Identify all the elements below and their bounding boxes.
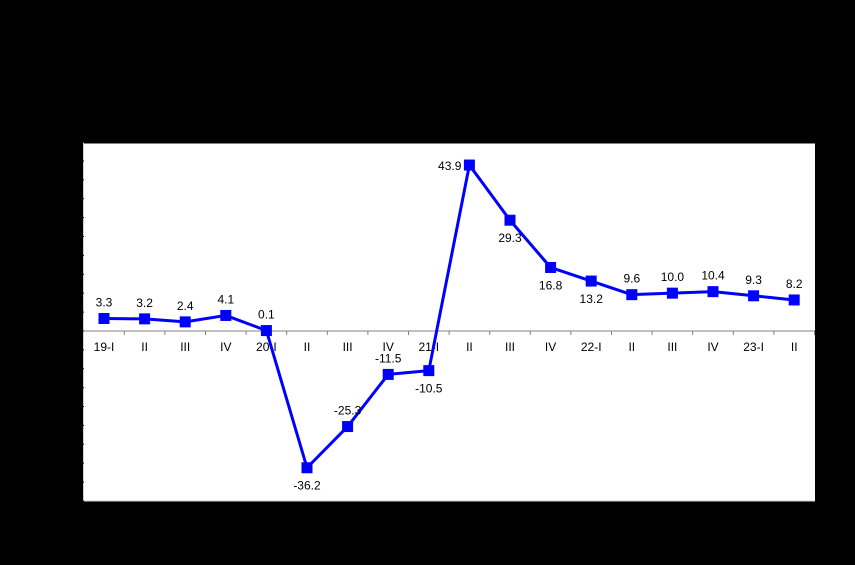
x-axis-labels: 19-I II III IV 20-I II III IV 21-I II III IV 22-I II I…: [94, 340, 798, 354]
data-point-marker: [382, 368, 394, 380]
data-point-marker: [98, 312, 110, 324]
x-tick-label: III: [180, 340, 190, 354]
x-tick-label: III: [667, 340, 677, 354]
data-label: 13.2: [580, 292, 604, 306]
data-point-marker: [504, 214, 516, 226]
data-label: 3.3: [96, 295, 113, 309]
data-labels: 3.3 3.2 2.4 4.1 0.1 -36.2 -25.3 -11.5 -10.5 43.9 2…: [96, 159, 803, 493]
data-point-marker: [139, 313, 151, 325]
data-label: 2.4: [177, 299, 194, 313]
data-label: 16.8: [539, 278, 563, 292]
x-tick-label: III: [505, 340, 515, 354]
data-point-marker: [423, 365, 435, 377]
data-label: -10.5: [415, 382, 443, 396]
data-point-marker: [179, 316, 191, 328]
data-point-marker: [260, 325, 272, 337]
data-label: 4.1: [217, 292, 234, 306]
x-tick-label: III: [343, 340, 353, 354]
data-label: 3.2: [136, 296, 153, 310]
x-tick-label: IV: [707, 340, 718, 354]
data-label: 9.6: [623, 272, 640, 286]
data-point-marker: [463, 159, 475, 171]
data-label: 43.9: [438, 159, 462, 173]
x-tick-label: 21-I: [418, 340, 439, 354]
data-point-marker: [707, 286, 719, 298]
x-tick-label: IV: [545, 340, 556, 354]
plot-area: [84, 142, 815, 501]
series-markers: [98, 159, 800, 474]
y-axis-ticks: [80, 141, 84, 502]
x-tick-label: II: [141, 340, 148, 354]
data-label: -11.5: [375, 351, 402, 365]
data-point-marker: [585, 275, 597, 287]
data-point-marker: [626, 289, 638, 301]
x-tick-label: II: [466, 340, 473, 354]
data-point-marker: [301, 462, 313, 474]
x-tick-label: II: [791, 340, 798, 354]
x-tick-label: IV: [383, 340, 394, 354]
data-point-marker: [342, 421, 354, 433]
data-label: 9.3: [745, 273, 762, 287]
data-label: 29.3: [498, 231, 522, 245]
x-tick-label: 19-I: [94, 340, 115, 354]
data-label: 10.4: [701, 269, 725, 283]
data-label: -36.2: [293, 479, 321, 493]
x-tick-label: 22-I: [581, 340, 602, 354]
x-tick-label: II: [628, 340, 635, 354]
data-label: 8.2: [786, 277, 803, 291]
x-axis-ticks: [123, 330, 815, 335]
data-label: -25.3: [334, 404, 362, 418]
data-label: 10.0: [661, 270, 685, 284]
data-point-marker: [545, 261, 557, 273]
data-point-marker: [220, 309, 232, 321]
data-point-marker: [666, 287, 678, 299]
x-tick-label: II: [304, 340, 311, 354]
x-tick-label: IV: [220, 340, 231, 354]
data-point-marker: [788, 294, 800, 306]
data-label: 0.1: [258, 308, 275, 322]
data-point-marker: [748, 290, 760, 302]
x-tick-label: 23-I: [743, 340, 764, 354]
series-line: [103, 163, 795, 470]
